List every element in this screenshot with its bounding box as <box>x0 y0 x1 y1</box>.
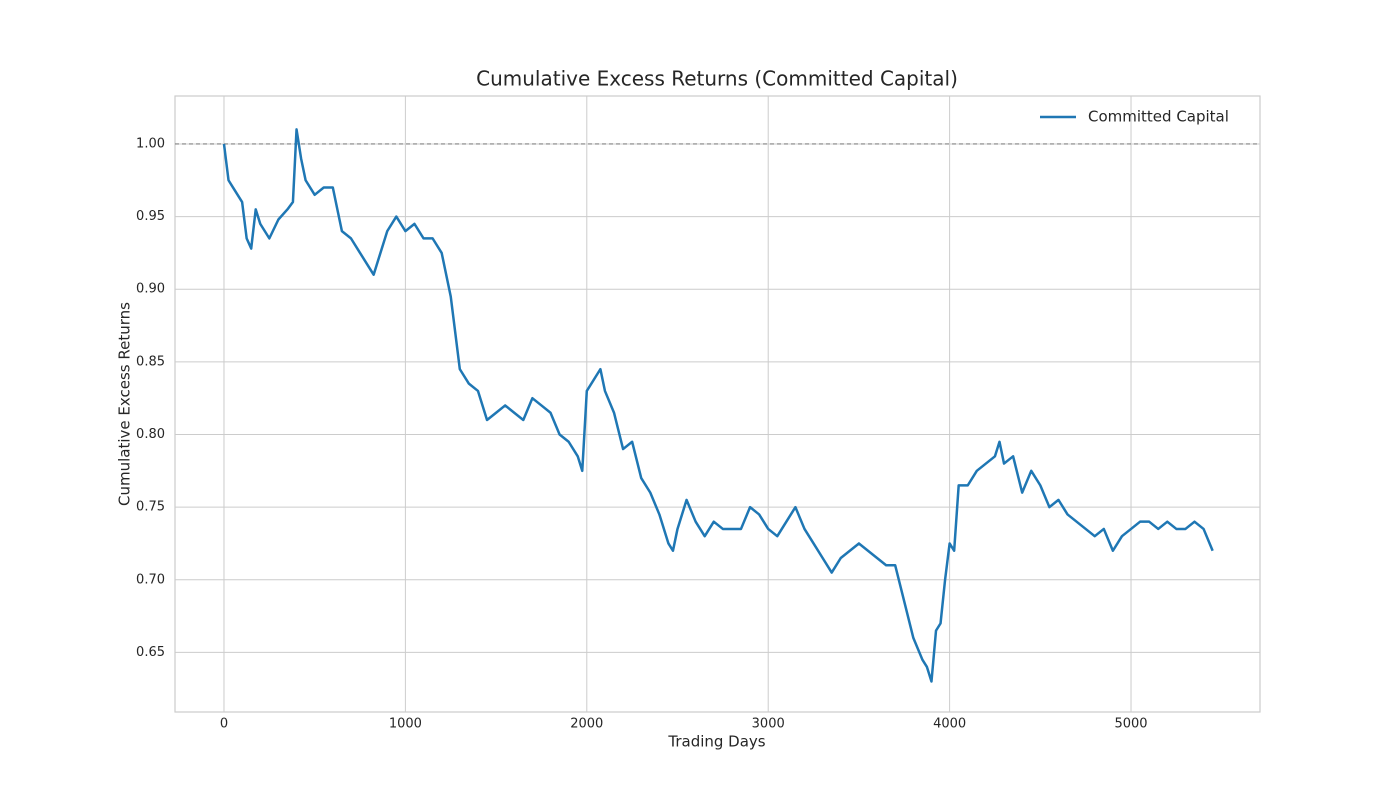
y-tick-label: 0.90 <box>136 282 165 297</box>
y-tick-label: 0.75 <box>136 500 165 515</box>
y-tick-label: 0.80 <box>136 427 165 442</box>
legend-label: Committed Capital <box>1088 108 1229 126</box>
y-tick-label: 1.00 <box>136 136 165 151</box>
x-tick-label: 0 <box>220 717 228 732</box>
x-axis-label: Trading Days <box>667 733 765 751</box>
x-tick-label: 1000 <box>389 717 422 732</box>
x-tick-label: 5000 <box>1114 717 1147 732</box>
x-tick-label: 4000 <box>933 717 966 732</box>
plot-frame <box>174 95 1261 713</box>
y-tick-label: 0.65 <box>136 645 165 660</box>
x-tick-label: 2000 <box>570 717 603 732</box>
data-line <box>222 128 1214 683</box>
y-tick-label: 0.85 <box>136 354 165 369</box>
y-axis-label: Cumulative Excess Returns <box>116 302 134 506</box>
chart-title: Cumulative Excess Returns (Committed Cap… <box>476 67 958 91</box>
y-tick-label: 0.95 <box>136 209 165 224</box>
x-tick-label: 3000 <box>752 717 785 732</box>
y-tick-label: 0.70 <box>136 572 165 587</box>
